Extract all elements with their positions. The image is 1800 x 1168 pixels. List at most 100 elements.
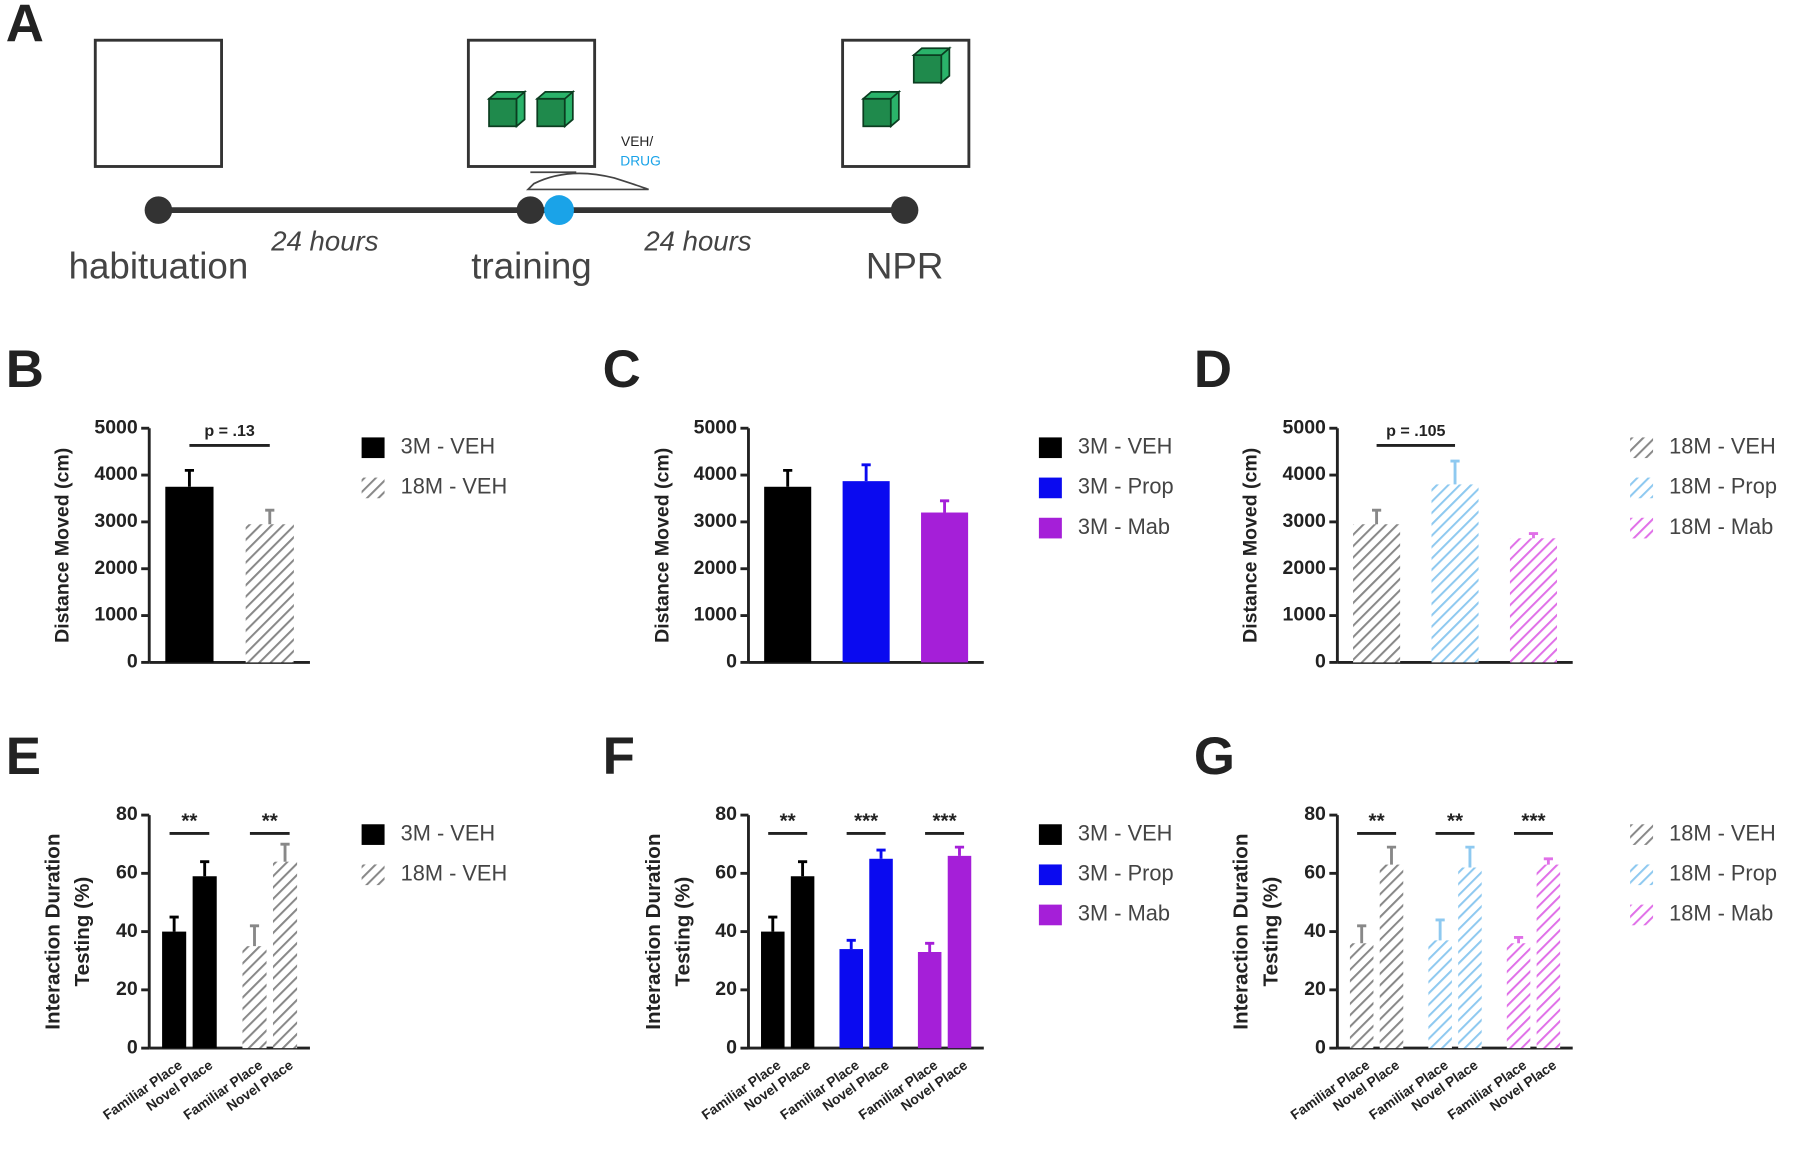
y-tick-label: 3000 xyxy=(94,510,138,532)
y-tick-label: 60 xyxy=(715,861,737,883)
stage-label: habituation xyxy=(69,245,249,286)
y-tick-label: 5000 xyxy=(94,416,138,438)
bar xyxy=(842,481,890,663)
y-axis-label: Distance Moved (cm) xyxy=(652,448,674,643)
legend-swatch xyxy=(361,437,385,459)
y-tick-label: 40 xyxy=(1304,920,1326,942)
bar xyxy=(1506,943,1531,1049)
bar xyxy=(1458,867,1482,1049)
error-bar xyxy=(768,915,778,932)
y-tick-label: 80 xyxy=(116,803,138,825)
y-tick-label: 1000 xyxy=(94,604,138,626)
legend-label: 3M - Prop xyxy=(1078,474,1174,499)
objects xyxy=(486,46,952,129)
bar xyxy=(1349,943,1374,1049)
y-tick-label: 0 xyxy=(127,1036,138,1058)
legend-label: 18M - VEH xyxy=(401,861,508,886)
y-tick-label: 2000 xyxy=(94,557,138,579)
annotation: p = .105 xyxy=(1386,422,1445,440)
error-bar xyxy=(783,468,793,487)
legend-swatch xyxy=(1038,477,1062,499)
error-bar xyxy=(249,924,260,947)
panel-letter: B xyxy=(6,340,44,399)
y-axis-label: Distance Moved (cm) xyxy=(51,448,73,643)
arena xyxy=(841,38,971,168)
y-tick-label: 4000 xyxy=(694,463,738,485)
error-bar xyxy=(876,848,886,859)
y-tick-label: 3000 xyxy=(694,510,738,532)
bar xyxy=(162,931,187,1049)
y-axis-label: Distance Moved (cm) xyxy=(1239,448,1261,643)
bar xyxy=(1428,940,1452,1049)
legend-swatch xyxy=(361,864,385,886)
bar xyxy=(1431,484,1479,663)
bar xyxy=(1353,524,1401,663)
error-bar xyxy=(846,938,856,950)
legend-label: 3M - VEH xyxy=(1078,820,1172,845)
significance-label: ** xyxy=(1369,809,1386,832)
significance-label: *** xyxy=(933,809,958,832)
y-tick-label: 60 xyxy=(1304,861,1326,883)
error-bar xyxy=(861,463,871,482)
legend-label: 18M - Prop xyxy=(1669,474,1777,499)
legend-label: 18M - Mab xyxy=(1669,901,1773,926)
panel-letter: E xyxy=(6,727,41,786)
legend-swatch xyxy=(1630,864,1654,886)
y-tick-label: 40 xyxy=(715,920,737,942)
treatment-label: VEH/ xyxy=(621,134,653,149)
error-bar xyxy=(1357,924,1367,944)
significance-label: *** xyxy=(854,809,879,832)
panel-letter: D xyxy=(1194,340,1232,399)
bar xyxy=(1379,864,1404,1049)
legend-swatch xyxy=(361,824,385,845)
error-bar xyxy=(1513,935,1524,944)
error-bar xyxy=(1435,918,1445,941)
error-bar xyxy=(184,468,195,487)
legend-label: 18M - VEH xyxy=(401,474,508,499)
error-bar xyxy=(1543,857,1553,865)
arena xyxy=(93,38,223,168)
legend-label: 18M - VEH xyxy=(1669,820,1776,845)
y-tick-label: 0 xyxy=(726,651,737,673)
bar xyxy=(947,855,972,1049)
stage-label: NPR xyxy=(866,245,944,286)
y-axis-label: Interaction Duration xyxy=(41,833,64,1029)
y-axis-label: Testing (%) xyxy=(1259,877,1282,987)
y-tick-label: 2000 xyxy=(1283,557,1327,579)
y-tick-label: 0 xyxy=(726,1036,737,1058)
y-axis-label: Interaction Duration xyxy=(642,833,665,1029)
error-bar xyxy=(200,860,210,877)
timepoint xyxy=(890,196,919,224)
y-tick-label: 0 xyxy=(1315,651,1326,673)
bar xyxy=(790,876,815,1049)
bar xyxy=(921,512,969,663)
y-tick-label: 80 xyxy=(1304,803,1326,825)
error-bar xyxy=(1372,508,1382,525)
significance-label: ** xyxy=(262,809,279,832)
error-bar xyxy=(954,845,965,856)
legend-label: 3M - VEH xyxy=(401,820,495,845)
y-tick-label: 0 xyxy=(127,651,138,673)
legend-swatch xyxy=(1038,864,1062,886)
bar xyxy=(242,946,267,1049)
error-bar xyxy=(925,941,935,952)
bar xyxy=(764,486,812,663)
legend-label: 18M - Mab xyxy=(1669,514,1773,539)
legend-swatch xyxy=(1038,437,1062,459)
y-tick-label: 80 xyxy=(715,803,737,825)
y-tick-label: 4000 xyxy=(1283,463,1327,485)
injection-point xyxy=(544,195,574,226)
error-bar xyxy=(1386,845,1397,865)
error-bar xyxy=(265,508,275,525)
legend-label: 3M - VEH xyxy=(1078,434,1172,459)
y-axis-label: Testing (%) xyxy=(71,877,94,987)
bar xyxy=(192,876,217,1049)
panel-letter: A xyxy=(6,0,44,54)
bar xyxy=(761,931,785,1049)
bar xyxy=(1509,538,1558,663)
legend-swatch xyxy=(1038,517,1062,539)
stage-label: training xyxy=(471,245,591,286)
legend-label: 3M - Mab xyxy=(1078,901,1170,926)
legend-label: 18M - Prop xyxy=(1669,861,1777,886)
